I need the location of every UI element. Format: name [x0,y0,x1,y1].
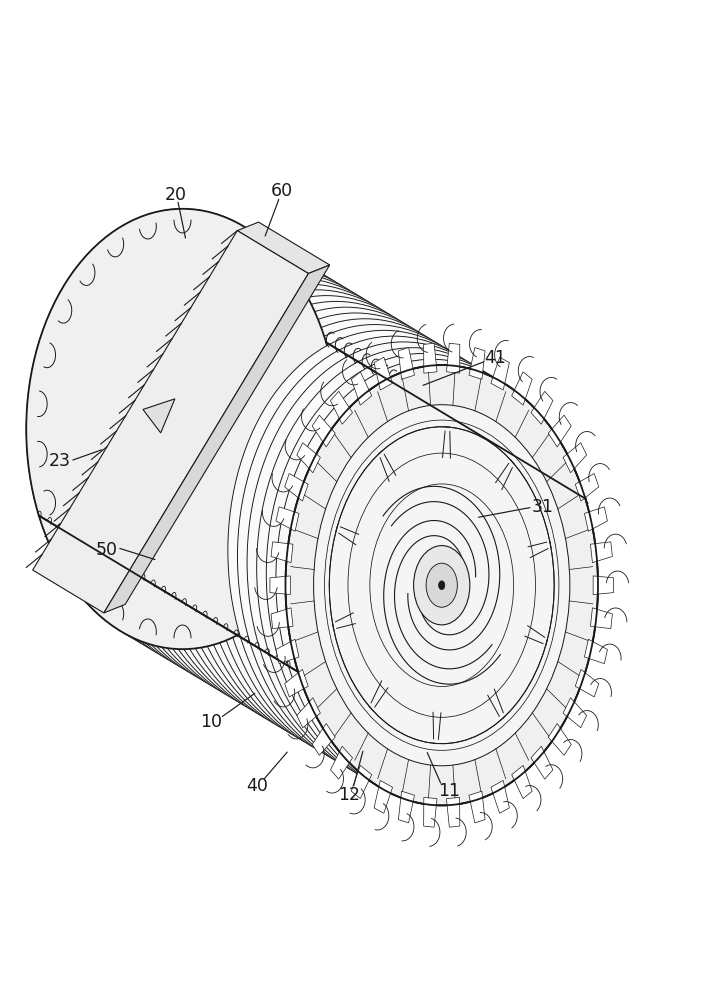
Text: 50: 50 [96,541,118,559]
Ellipse shape [26,209,339,649]
Polygon shape [284,474,308,501]
Ellipse shape [190,307,502,748]
Polygon shape [276,507,299,531]
Ellipse shape [160,290,473,730]
Polygon shape [331,391,352,424]
Ellipse shape [285,365,598,805]
Ellipse shape [247,342,560,782]
Polygon shape [271,542,293,563]
Text: 31: 31 [532,498,553,516]
Polygon shape [585,639,607,664]
Ellipse shape [228,330,540,771]
Ellipse shape [84,244,396,684]
Polygon shape [374,780,393,813]
Ellipse shape [438,581,445,590]
Polygon shape [374,357,393,390]
Text: 60: 60 [271,182,293,200]
Polygon shape [352,765,371,799]
Text: 11: 11 [438,782,460,800]
Ellipse shape [103,255,416,695]
Polygon shape [531,391,553,424]
Text: 40: 40 [246,777,268,795]
Polygon shape [563,443,587,473]
Ellipse shape [414,546,470,625]
Polygon shape [469,791,485,823]
Ellipse shape [285,365,598,805]
Ellipse shape [113,261,425,701]
Polygon shape [276,639,299,664]
Polygon shape [512,372,532,405]
Polygon shape [424,343,437,373]
Polygon shape [271,608,293,629]
Polygon shape [284,669,308,697]
Ellipse shape [266,353,579,794]
Text: 12: 12 [339,786,360,804]
Polygon shape [590,608,612,629]
Ellipse shape [65,232,377,672]
Polygon shape [331,746,352,779]
Ellipse shape [74,238,386,678]
Polygon shape [399,348,414,379]
Polygon shape [270,576,290,595]
Polygon shape [399,791,414,823]
Polygon shape [548,724,571,755]
Ellipse shape [199,313,511,753]
Polygon shape [297,698,320,728]
Ellipse shape [314,405,570,766]
Text: 23: 23 [48,452,71,470]
Ellipse shape [26,209,339,649]
Polygon shape [593,576,613,595]
Ellipse shape [276,359,588,800]
Polygon shape [512,765,532,799]
Ellipse shape [170,296,483,736]
Ellipse shape [46,220,358,661]
Polygon shape [491,357,509,390]
Polygon shape [590,542,612,563]
Ellipse shape [93,249,406,690]
Ellipse shape [237,336,550,776]
Ellipse shape [218,325,530,765]
Polygon shape [531,746,553,779]
Polygon shape [469,348,485,379]
Ellipse shape [55,226,367,667]
Polygon shape [446,797,460,827]
Polygon shape [312,724,335,755]
Text: 41: 41 [484,349,506,367]
Polygon shape [424,797,437,827]
Ellipse shape [151,284,463,724]
Polygon shape [446,343,460,373]
Polygon shape [297,443,320,473]
Polygon shape [352,372,371,405]
Text: 20: 20 [165,186,186,204]
Ellipse shape [132,272,444,713]
Polygon shape [312,415,335,447]
Polygon shape [575,474,599,501]
Text: 10: 10 [200,713,222,731]
Polygon shape [143,399,175,433]
Ellipse shape [209,319,521,759]
Polygon shape [575,669,599,697]
Polygon shape [491,780,509,813]
Polygon shape [237,222,329,274]
Ellipse shape [36,215,349,655]
Ellipse shape [122,267,435,707]
Polygon shape [585,507,607,531]
Polygon shape [39,342,585,672]
Polygon shape [33,231,309,613]
Polygon shape [548,415,571,447]
Polygon shape [563,698,587,728]
Ellipse shape [426,563,457,607]
Ellipse shape [180,301,493,742]
Ellipse shape [257,348,569,788]
Polygon shape [104,265,329,613]
Ellipse shape [141,278,454,719]
